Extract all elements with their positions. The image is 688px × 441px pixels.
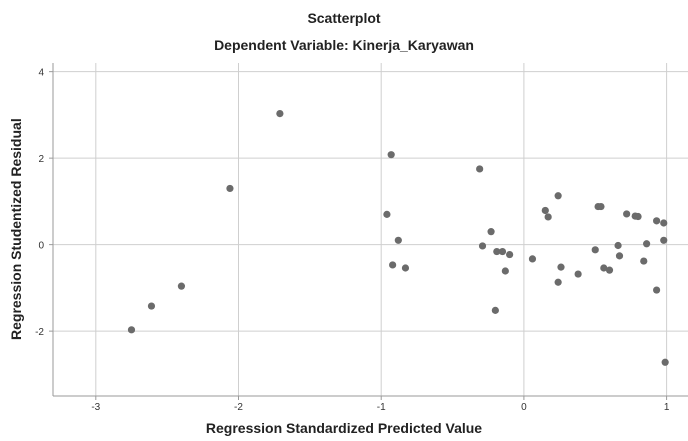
grid-lines [53, 63, 688, 396]
y-tick-label: 0 [38, 241, 44, 252]
scatter-point [640, 257, 648, 265]
scatter-point [383, 210, 391, 218]
scatter-point [653, 217, 661, 225]
scatter-point [147, 302, 156, 310]
plot-area [53, 63, 688, 396]
scatter-point [653, 286, 661, 294]
scatter-point [597, 202, 605, 211]
y-tick-label: 4 [38, 68, 44, 79]
scatter-point [506, 250, 514, 259]
axis-ticks: -3 -2 -1 0 1 -2 0 2 4 [35, 68, 670, 413]
scatter-point [177, 282, 186, 290]
scatter-point [623, 210, 631, 218]
x-tick-label: 1 [664, 402, 670, 413]
scatter-point [554, 192, 562, 200]
scatter-point [660, 236, 668, 244]
y-tick-label: 2 [38, 154, 44, 165]
scatter-point [501, 267, 509, 275]
scatter-point [605, 266, 614, 274]
scatter-point [554, 278, 562, 286]
scatter-point [528, 255, 537, 263]
scatter-point [389, 261, 397, 269]
scatter-point [615, 252, 624, 260]
chart-title: Scatterplot [307, 10, 381, 26]
x-tick-label: -2 [234, 402, 243, 413]
scatter-point [660, 219, 668, 227]
scatter-point [498, 247, 507, 256]
scatter-point [574, 270, 582, 278]
scatter-point [493, 247, 501, 256]
scatter-point [491, 306, 499, 314]
scatter-point [487, 228, 495, 236]
scatter-point [634, 212, 642, 221]
scatter-point [276, 109, 284, 118]
scatter-point [591, 246, 599, 254]
scatter-point [226, 184, 234, 193]
scatter-point [661, 358, 669, 366]
scatter-point [394, 236, 402, 244]
scatter-point [557, 263, 565, 271]
scatter-point [127, 326, 136, 334]
scatter-point [476, 165, 484, 173]
scatter-point [643, 240, 651, 248]
y-tick-label: -2 [35, 327, 44, 338]
chart-subtitle: Dependent Variable: Kinerja_Karyawan [214, 37, 474, 53]
x-axis-label: Regression Standardized Predicted Value [205, 420, 483, 436]
x-tick-label: -3 [91, 402, 100, 413]
scatter-point [478, 242, 487, 250]
scatter-point [600, 264, 608, 272]
scatter-point [544, 213, 552, 221]
x-tick-label: -1 [377, 402, 386, 413]
scatter-points [127, 109, 669, 366]
scatter-point [401, 264, 410, 272]
x-tick-label: 0 [521, 402, 527, 413]
scatter-point [541, 206, 549, 215]
scatter-point [614, 241, 622, 250]
scatter-point [387, 151, 395, 159]
y-axis-label: Regression Studentized Residual [8, 118, 24, 340]
